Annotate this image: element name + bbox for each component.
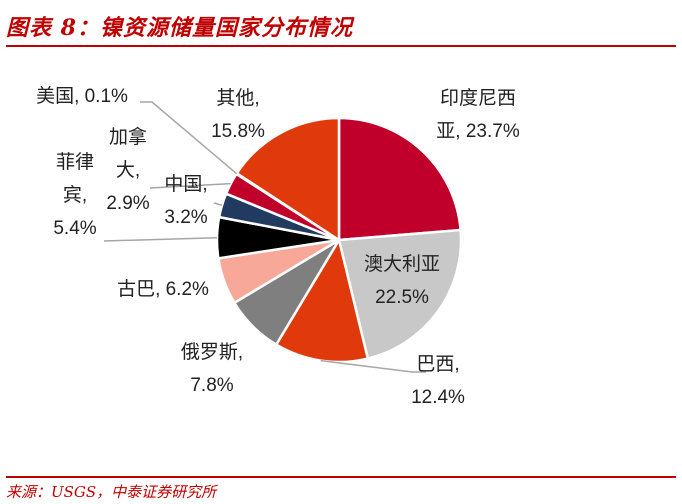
slice-label-8: 美国, 0.1% (36, 85, 128, 107)
slice-label-line: 12.4% (411, 387, 465, 408)
slice-label-line: 加拿 (109, 125, 147, 148)
slice-label-line: 巴西, (416, 354, 459, 375)
slice-2 (274, 236, 370, 364)
slice-label-0: 印度尼西亚, 23.7% (436, 87, 520, 142)
slice-label-line: 2.9% (106, 193, 149, 214)
slice-1 (337, 228, 463, 361)
slice-label-3: 俄罗斯, 7.8% (181, 341, 243, 396)
slice-label-line: 亚, 23.7% (436, 121, 520, 142)
slice-label-line: 菲律 (56, 151, 94, 173)
slice-label-line: 15.8% (211, 121, 265, 142)
slice-label-1: 澳大利亚 22.5% (364, 253, 440, 308)
chart-title: 图表 8：镍资源储量国家分布情况 (6, 15, 353, 41)
leader-lines (103, 101, 426, 373)
slice-label-line: 俄罗斯, (181, 341, 243, 363)
slice-label-4: 古巴, 6.2% (117, 278, 209, 300)
slice-label-6: 中国, 3.2% (164, 173, 207, 228)
slice-label-7: 加拿大, 2.9% (106, 125, 149, 214)
slice-label-line: 古巴, 6.2% (117, 278, 209, 300)
slice-label-line: 7.8% (190, 375, 233, 396)
title-rule (6, 45, 676, 47)
leader-line-2 (320, 359, 426, 373)
slice-label-line: 大, (116, 159, 140, 181)
slice-label-line: 其他, (216, 87, 259, 109)
slice-label-5: 菲律宾, 5.4% (53, 151, 96, 239)
slice-label-line: 3.2% (164, 207, 207, 228)
slice-label-2: 巴西, 12.4% (411, 354, 465, 408)
leader-line-8 (140, 101, 238, 175)
slice-label-9: 其他, 15.8% (211, 87, 265, 142)
slice-label-line: 美国, 0.1% (36, 85, 128, 107)
slice-label-line: 澳大利亚 (364, 253, 440, 275)
source-rule (6, 476, 676, 478)
pie-slices (215, 116, 463, 364)
slice-label-line: 中国, (164, 173, 207, 195)
slice-label-line: 印度尼西 (440, 87, 516, 109)
slice-9 (235, 116, 341, 243)
slice-label-line: 5.4% (53, 218, 96, 239)
slice-label-line: 22.5% (375, 287, 429, 308)
slice-labels: 印度尼西亚, 23.7% 澳大利亚 22.5% 巴西, 12.4% 俄罗斯, 7.8% 古巴,… (36, 85, 520, 408)
leader-line-7 (149, 182, 231, 189)
leader-line-6 (213, 202, 223, 206)
slice-0 (337, 116, 462, 242)
leader-line-5 (103, 236, 218, 242)
slice-label-line: 宾, (63, 184, 87, 206)
source-note: 来源：USGS，中泰证券研究所 (6, 483, 217, 501)
